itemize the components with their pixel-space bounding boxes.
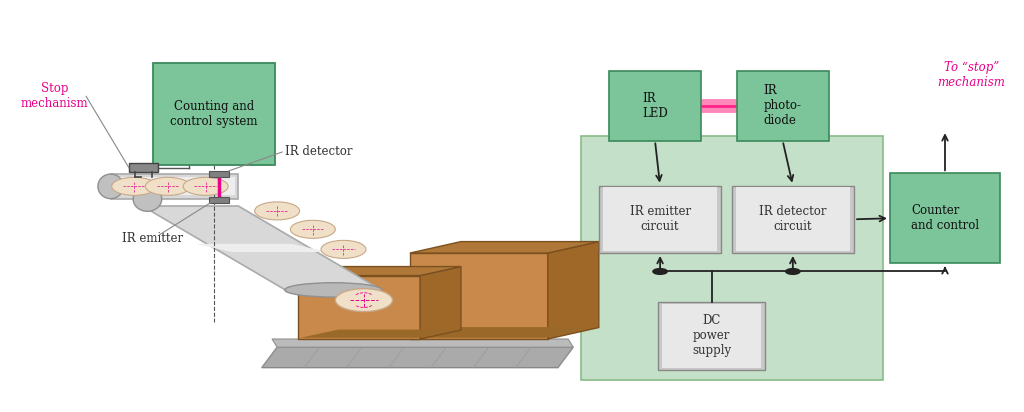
Polygon shape <box>262 347 573 368</box>
Text: Counter
and control: Counter and control <box>911 204 979 232</box>
Polygon shape <box>420 267 461 339</box>
Ellipse shape <box>98 174 124 199</box>
Bar <box>735 187 850 251</box>
Text: IR detector: IR detector <box>286 145 353 159</box>
Bar <box>114 177 236 195</box>
Text: IR emitter
circuit: IR emitter circuit <box>630 205 690 233</box>
Circle shape <box>145 177 190 195</box>
Polygon shape <box>301 330 455 338</box>
Bar <box>209 197 229 203</box>
Circle shape <box>785 269 800 274</box>
Circle shape <box>255 202 300 220</box>
Text: IR
LED: IR LED <box>642 92 668 120</box>
Bar <box>609 71 700 140</box>
Ellipse shape <box>285 283 382 297</box>
Bar <box>736 71 828 140</box>
Text: Counting and
control system: Counting and control system <box>170 100 258 128</box>
Polygon shape <box>548 241 599 339</box>
Polygon shape <box>298 276 420 339</box>
Polygon shape <box>413 327 593 338</box>
Circle shape <box>322 240 366 258</box>
Bar <box>209 171 229 176</box>
Text: DC
power
supply: DC power supply <box>692 314 731 358</box>
Bar <box>890 173 1000 263</box>
Bar <box>599 185 721 253</box>
Circle shape <box>653 269 668 274</box>
Polygon shape <box>298 267 461 276</box>
Polygon shape <box>410 241 599 253</box>
Polygon shape <box>142 206 381 290</box>
Bar <box>731 185 854 253</box>
Bar <box>603 187 717 251</box>
Text: IR
photo-
diode: IR photo- diode <box>764 84 802 127</box>
Bar <box>582 136 883 380</box>
Text: Stop
mechanism: Stop mechanism <box>20 82 88 110</box>
Bar <box>111 174 239 199</box>
Bar <box>129 164 158 173</box>
Polygon shape <box>272 339 573 347</box>
Circle shape <box>335 289 392 311</box>
Bar <box>663 304 761 368</box>
Circle shape <box>291 220 335 238</box>
Text: IR emitter: IR emitter <box>122 232 183 245</box>
Text: To “stop”
mechanism: To “stop” mechanism <box>938 61 1006 89</box>
Polygon shape <box>410 253 548 339</box>
Polygon shape <box>196 244 328 252</box>
Circle shape <box>183 177 228 195</box>
Bar <box>658 302 765 370</box>
Ellipse shape <box>133 187 162 211</box>
Bar <box>153 63 275 165</box>
Circle shape <box>112 177 157 195</box>
Text: IR detector
circuit: IR detector circuit <box>759 205 826 233</box>
